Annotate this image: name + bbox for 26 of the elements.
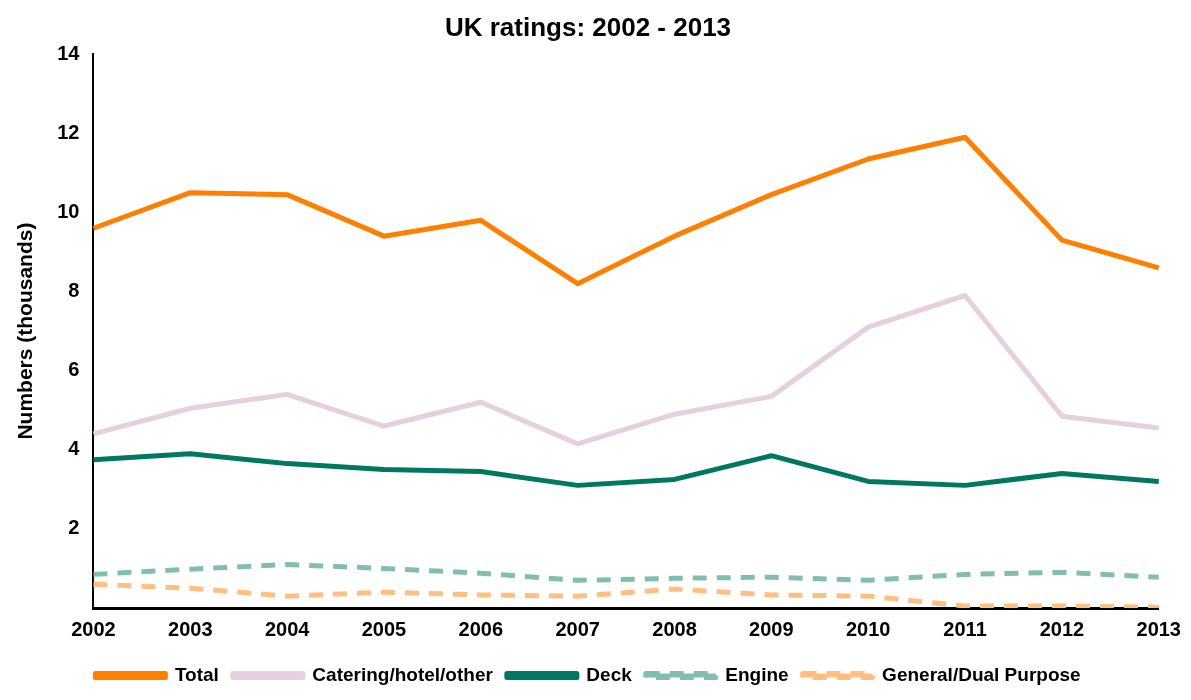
x-tick-label: 2006 (458, 617, 504, 640)
legend-label: General/Dual Purpose (882, 663, 1081, 685)
y-axis-title: Numbers (thousands) (13, 222, 37, 440)
x-tick-label: 2012 (1039, 617, 1085, 640)
x-tick-label: 2011 (943, 617, 987, 640)
x-tick-label: 2007 (555, 617, 600, 640)
x-tick-label: 2002 (71, 617, 116, 640)
x-tick-label: 2009 (749, 617, 794, 640)
x-tick-label: 2013 (1136, 617, 1181, 640)
y-tick-label: 14 (57, 41, 81, 64)
y-tick-label: 2 (68, 516, 80, 539)
x-tick-label: 2008 (652, 617, 697, 640)
y-tick-label: 12 (57, 120, 80, 143)
chart-title: UK ratings: 2002 - 2013 (444, 11, 732, 42)
y-tick-label: 6 (68, 358, 80, 381)
x-tick-label: 2004 (264, 617, 311, 640)
y-tick-label: 8 (68, 279, 80, 302)
y-tick-label: 10 (57, 199, 80, 222)
legend-label: Catering/hotel/other (312, 663, 494, 685)
x-tick-label: 2005 (361, 617, 407, 640)
legend-label: Engine (725, 663, 789, 685)
x-tick-label: 2003 (168, 617, 213, 640)
x-tick-label: 2010 (845, 617, 891, 640)
y-tick-label: 4 (68, 437, 81, 460)
legend-label: Deck (586, 663, 633, 685)
legend-label: Total (174, 663, 219, 685)
